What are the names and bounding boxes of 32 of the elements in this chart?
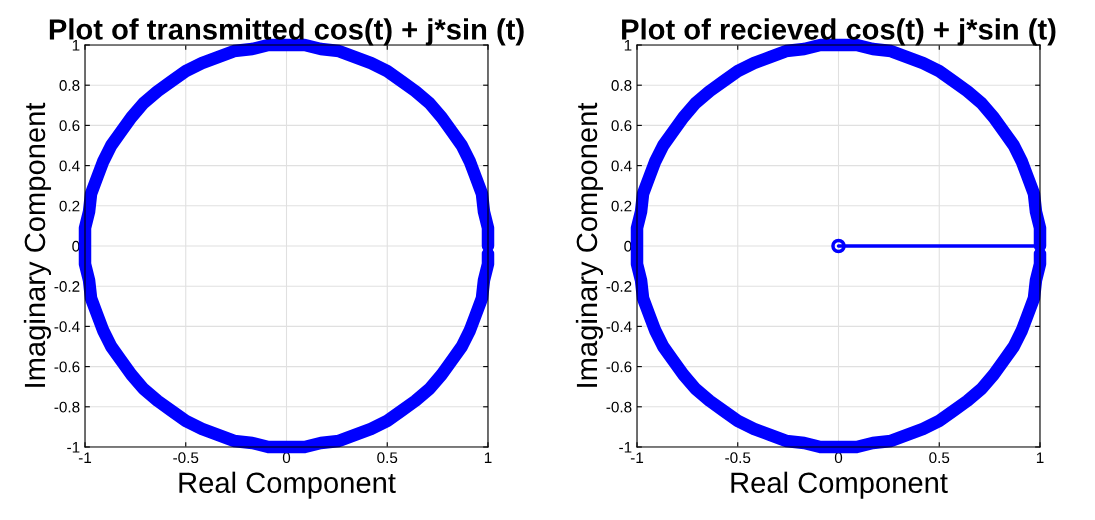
y-tick-label: -0.8 [606, 401, 632, 413]
y-axis-title: Imaginary Component [575, 102, 604, 387]
y-tick-label: 0.2 [59, 200, 80, 212]
y-tick-label: -0.4 [54, 321, 80, 333]
y-tick-label: 0 [624, 240, 632, 252]
y-tick-label: 0.4 [59, 160, 80, 172]
y-tick-label: 0.8 [59, 80, 80, 91]
y-axis-title: Imaginary Component [23, 102, 52, 387]
y-tick-label: 0 [72, 240, 80, 252]
y-tick-label: -0.4 [606, 321, 632, 333]
y-tick-label: 1 [72, 40, 80, 51]
y-tick-label: 1 [624, 40, 632, 51]
y-tick-label: -0.2 [54, 281, 80, 292]
y-tick-label: -1 [67, 442, 80, 453]
y-tick-label: 0.6 [611, 120, 632, 132]
x-tick-label: -0.5 [173, 452, 199, 464]
x-tick-label: 0.5 [929, 452, 950, 464]
x-tick-label: 1 [484, 452, 492, 463]
y-tick-label: 0.8 [611, 80, 632, 91]
y-tick-label: -0.6 [606, 361, 632, 373]
y-tick-label: 0.2 [611, 200, 632, 212]
x-tick-label: 0.5 [377, 452, 398, 464]
x-tick-label: 1 [1036, 452, 1044, 463]
x-axis-title: Real Component [731, 471, 948, 499]
x-tick-label: -0.5 [725, 452, 751, 464]
y-tick-label: 0.6 [59, 120, 80, 132]
y-tick-label: 0.4 [611, 160, 632, 172]
x-axis-title: Real Component [179, 471, 396, 499]
y-tick-label: -1 [619, 442, 632, 453]
y-tick-label: -0.6 [54, 361, 80, 373]
y-tick-label: -0.2 [606, 281, 632, 292]
y-tick-label: -0.8 [54, 401, 80, 413]
